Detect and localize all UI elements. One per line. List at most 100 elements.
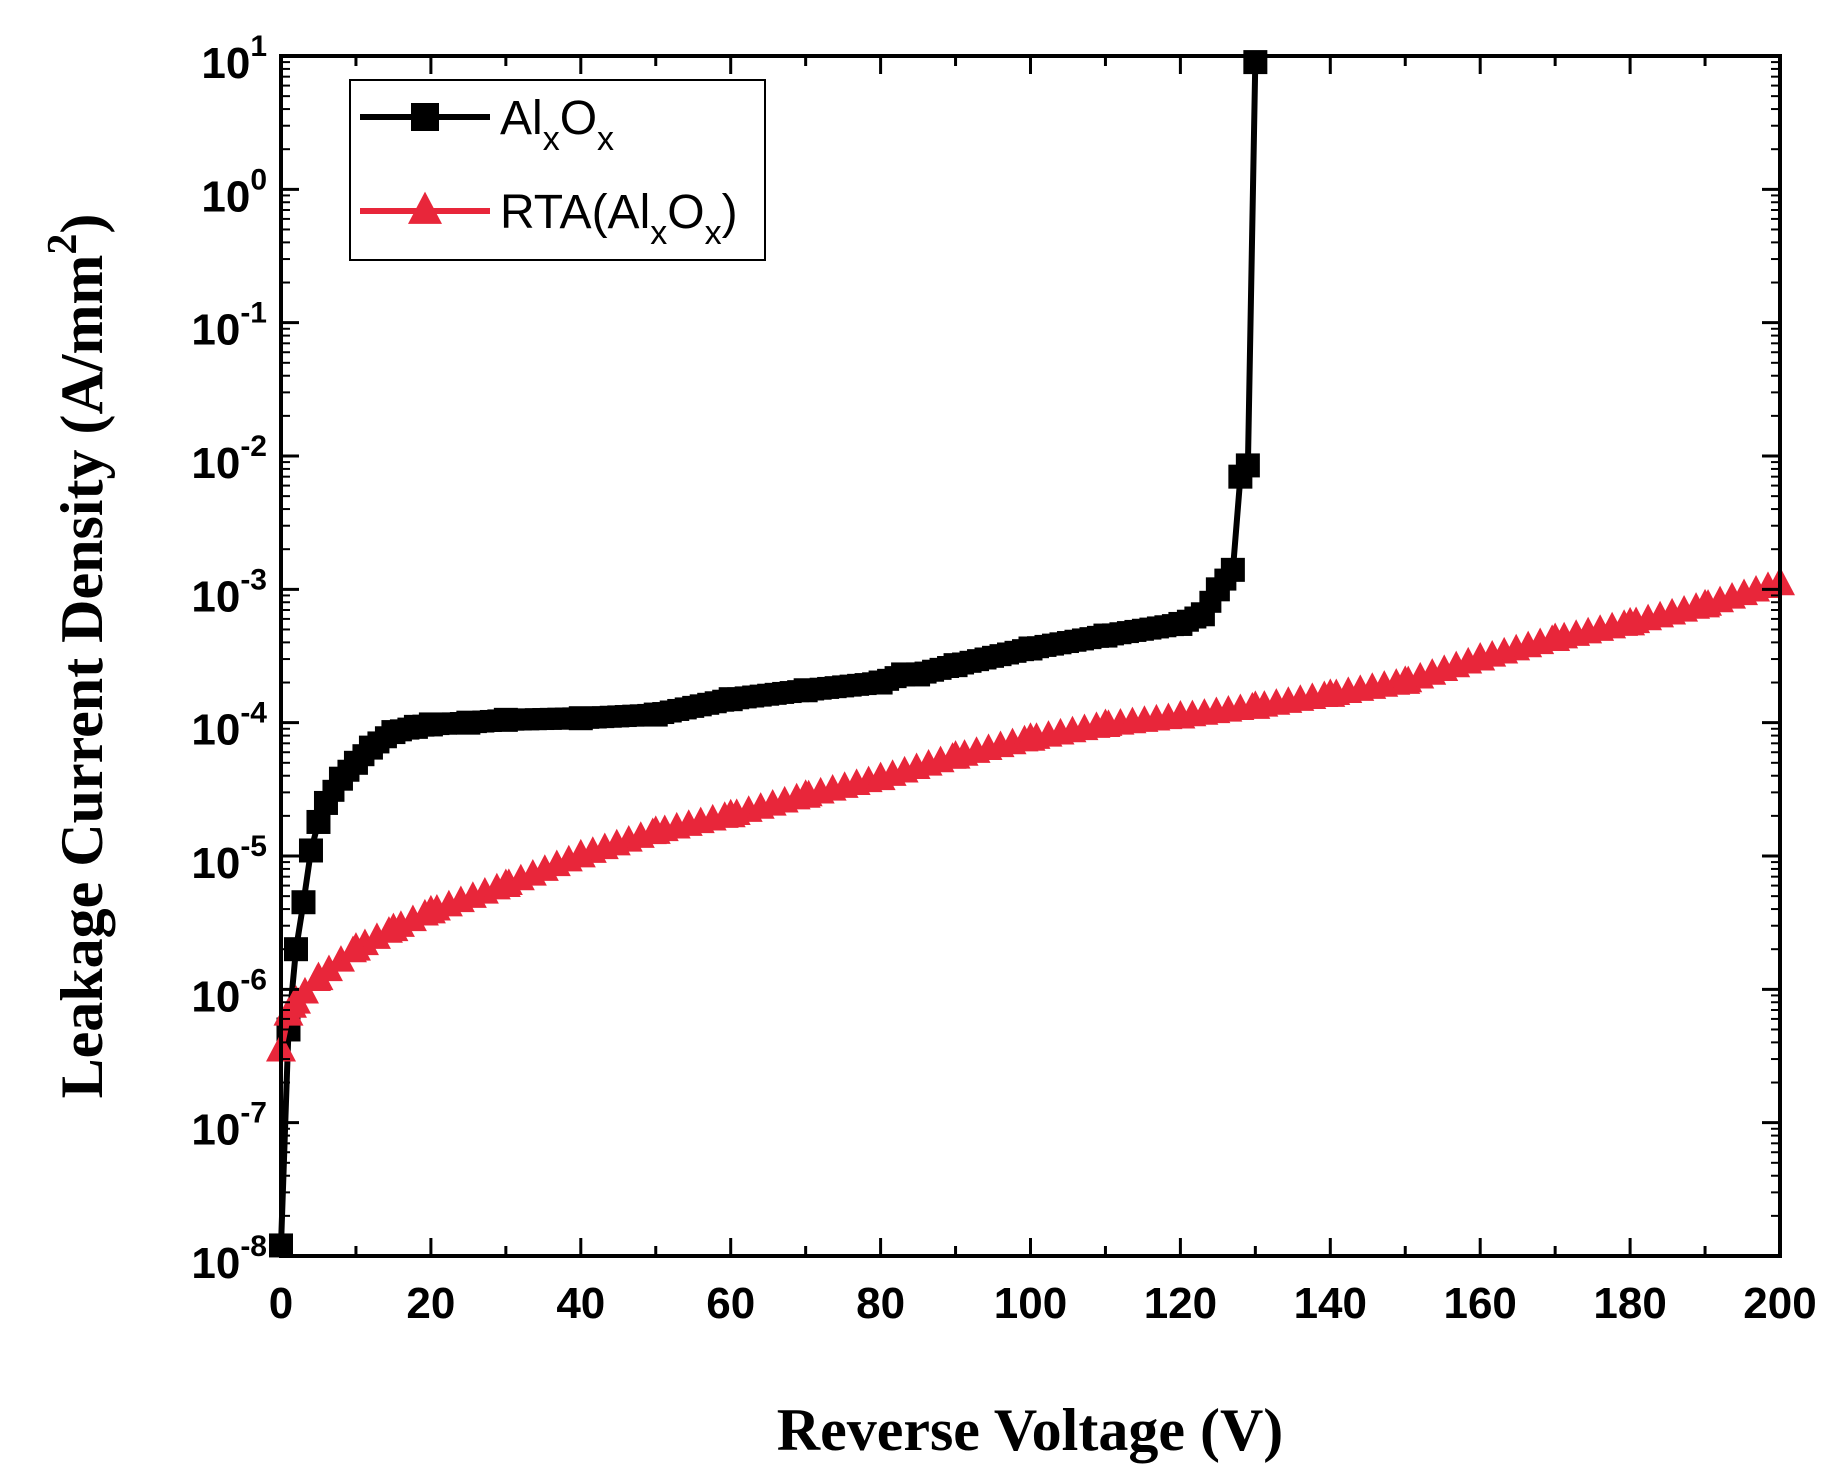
data-point-key [943,653,968,678]
y-tick-exponent: 1 [250,30,267,63]
x-tick-label: 60 [706,1279,755,1328]
legend-entry-alxox: AlxOx [360,92,614,158]
data-point-key [718,687,743,712]
data-point-key [1165,700,1196,729]
y-tick-base: 10 [191,439,240,488]
y-tick-exponent: -2 [240,430,267,463]
y-tick-label: 10-1 [191,297,267,355]
y-axis-title: Leakage Current Density (A/mm2) [40,214,115,1099]
legend-marker [408,191,442,224]
data-point-key [1240,690,1271,719]
data-point-key [358,735,383,760]
legend-label-subscript: x [597,120,614,158]
data-point-key [865,761,896,791]
data-point-key [1315,678,1346,707]
data-point-key [643,702,668,727]
x-tick-label: 40 [556,1279,605,1328]
y-tick-base: 10 [191,839,240,888]
data-point-key [493,707,518,732]
legend-label-subscript: x [705,214,722,252]
y-tick-exponent: -7 [240,1097,267,1130]
legend-label: AlxOx [500,92,614,158]
data-point-key [1390,665,1421,694]
x-tick-label: 200 [1743,1279,1816,1328]
data-point-key [1093,623,1118,648]
y-tick-base: 10 [191,972,240,1021]
y-tick-exponent: 0 [250,163,267,196]
data-point-key [793,678,818,703]
y-axis-title-close: ) [49,214,115,234]
y-tick-exponent: -4 [240,697,267,730]
legend-label-part: RTA(Al [500,186,650,239]
y-tick-base: 10 [191,1106,240,1155]
data-point-key [1018,636,1043,661]
data-point-key [1090,708,1121,738]
legend-entry-rta-alxox: RTA(AlxOx) [360,186,738,252]
data-point-key [1540,622,1571,651]
data-point-key [1168,611,1193,636]
data-point-key [790,779,821,808]
data-point-key [640,815,671,844]
data-point-key [1465,641,1496,671]
legend-label: RTA(AlxOx) [500,186,738,252]
data-point-key [906,662,931,687]
data-point-key [868,670,893,695]
x-tick-label: 160 [1443,1279,1516,1328]
data-point-key [456,710,481,735]
data-point-key [1615,606,1646,636]
data-point-key [1190,602,1215,627]
legend-label-part: Al [500,92,543,145]
series-rta-alxox [266,566,1795,1062]
x-tick-label: 20 [406,1279,455,1328]
data-point-key [565,838,596,868]
y-axis-title-main: Leakage Current Density (A/mm [49,255,115,1099]
x-tick-label: 100 [994,1279,1067,1328]
data-point-key [298,838,323,863]
data-point-key [715,798,746,828]
data-point-key [280,985,311,1014]
data-point-key [940,740,971,769]
data-point-key [378,912,409,942]
y-tick-label: 10-8 [191,1230,267,1288]
y-tick-label: 10-7 [191,1097,267,1155]
y-tick-exponent: -1 [240,297,267,330]
y-tick-label: 100 [201,163,267,221]
y-tick-base: 10 [201,172,250,221]
y-tick-base: 10 [191,572,240,621]
y-tick-base: 10 [201,39,250,88]
data-point-key [418,712,443,737]
series-alxox [269,50,1268,1258]
data-point-key [490,868,521,897]
x-tick-label: 0 [269,1279,293,1328]
labels-layer: 0 20 40 60 80 100 120 140 160 180 20010-810-710-61… [191,30,1816,1328]
data-point-key [340,932,371,961]
x-tick-label: 120 [1144,1279,1217,1328]
y-tick-label: 10-6 [191,963,267,1021]
legend-label-part: O [667,186,704,239]
legend-label-subscript: x [543,120,560,158]
legend-label-subscript: x [650,214,667,252]
y-tick-base: 10 [191,706,240,755]
x-tick-label: 140 [1294,1279,1367,1328]
y-tick-exponent: -6 [240,963,267,996]
y-tick-exponent: -3 [240,563,267,596]
x-axis-title: Reverse Voltage (V) [777,1397,1284,1463]
data-point-key [415,894,446,924]
data-point-key [568,706,593,731]
y-axis-title-sup: 2 [40,234,86,255]
legend-label-part: O [560,92,597,145]
y-tick-label: 10-3 [191,563,267,621]
y-tick-base: 10 [191,306,240,355]
data-point-key [313,790,338,815]
data-point [326,945,355,972]
y-tick-label: 101 [201,30,267,88]
data-point-key [1235,453,1260,478]
data-point-key [1220,557,1245,582]
legend-label-part: ) [722,186,738,239]
y-tick-label: 10-5 [191,830,267,888]
y-tick-exponent: -8 [240,1230,267,1263]
y-tick-label: 10-4 [191,697,267,755]
